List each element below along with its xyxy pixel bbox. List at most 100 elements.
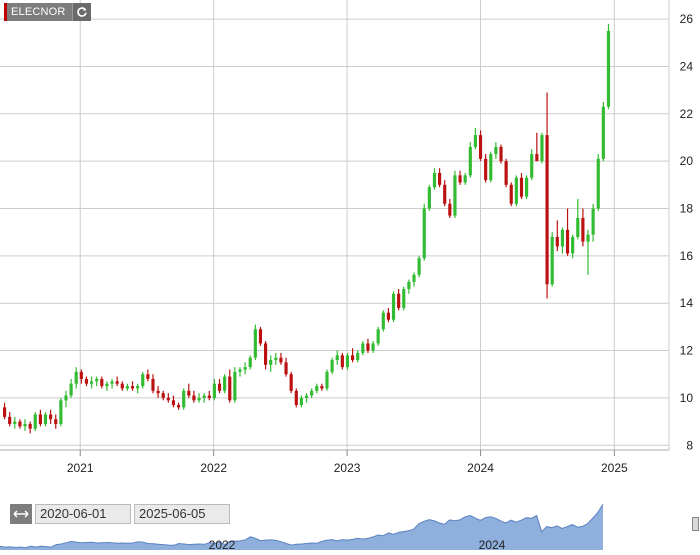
candle-body xyxy=(304,395,309,398)
candle-body xyxy=(371,343,375,351)
date-to-input[interactable]: 2025-06-05 xyxy=(134,504,230,524)
candle xyxy=(243,362,247,375)
candle xyxy=(438,168,442,188)
candle xyxy=(427,184,431,211)
candle xyxy=(2,402,7,420)
candle xyxy=(325,369,329,391)
navigator-area xyxy=(0,504,603,550)
candle xyxy=(591,203,595,242)
candle xyxy=(54,414,58,429)
candle xyxy=(130,381,135,391)
candle xyxy=(171,395,176,408)
candle-body xyxy=(248,357,252,368)
candle xyxy=(136,383,140,394)
candle xyxy=(371,341,375,353)
candle xyxy=(581,208,585,247)
candle xyxy=(263,341,268,370)
candle xyxy=(100,376,104,389)
candle xyxy=(212,378,216,401)
candle xyxy=(161,390,165,401)
candle xyxy=(64,390,68,408)
candle-body xyxy=(238,369,242,372)
candle-body xyxy=(274,357,278,361)
candle xyxy=(192,390,196,403)
candle-body xyxy=(79,371,83,379)
candle-body xyxy=(427,187,431,209)
candle-body xyxy=(386,312,390,320)
date-range-selector: 2020-06-01 2025-06-05 xyxy=(10,504,230,524)
candle xyxy=(509,182,513,207)
candle-body xyxy=(581,217,585,242)
candle-body xyxy=(243,367,247,370)
candle-body xyxy=(484,158,488,181)
candle-body xyxy=(376,329,380,344)
candle-body xyxy=(586,234,590,242)
candle-body xyxy=(448,203,452,216)
candle-body xyxy=(74,371,78,384)
candle-body xyxy=(468,146,472,176)
candle-body xyxy=(407,281,411,290)
date-from-input[interactable]: 2020-06-01 xyxy=(35,504,131,524)
candle xyxy=(8,412,12,427)
candle xyxy=(576,199,580,240)
candle-body xyxy=(340,355,344,368)
candle-body xyxy=(23,423,27,427)
candle-body xyxy=(504,161,508,185)
candle xyxy=(340,352,344,370)
candle-body xyxy=(146,374,150,379)
candle-body xyxy=(253,329,257,358)
candle xyxy=(448,199,452,218)
candle-body xyxy=(8,416,12,424)
candle xyxy=(28,421,32,434)
candle xyxy=(484,154,488,183)
candle xyxy=(156,386,160,398)
candle xyxy=(473,128,478,150)
navigator-scroll-handle[interactable] xyxy=(692,517,699,531)
candle xyxy=(366,338,370,353)
candle-body xyxy=(156,390,160,394)
candle-body xyxy=(601,106,605,159)
candle-body xyxy=(402,289,406,308)
candle-body xyxy=(530,154,534,178)
x-tick-label: 2022 xyxy=(200,461,227,475)
candle-body xyxy=(417,258,421,275)
candle-body xyxy=(391,293,396,320)
y-tick-label: 14 xyxy=(680,296,694,310)
candle-body xyxy=(356,352,360,361)
candle-body xyxy=(197,397,201,401)
navigator-chart[interactable]: 2022 2024 xyxy=(0,498,700,555)
candle xyxy=(182,388,186,410)
candle-body xyxy=(192,395,196,401)
refresh-icon xyxy=(76,7,87,17)
candle-body xyxy=(443,184,447,204)
refresh-button[interactable] xyxy=(71,3,91,21)
candle-body xyxy=(315,386,319,391)
candle xyxy=(606,23,611,110)
candle-body xyxy=(310,390,314,396)
candle-body xyxy=(130,386,135,389)
candle xyxy=(315,383,319,394)
candle-body xyxy=(535,154,539,162)
candle xyxy=(223,374,227,394)
candle-body xyxy=(166,397,170,401)
candle xyxy=(284,357,288,377)
candle xyxy=(89,376,94,389)
candle xyxy=(248,355,252,370)
candle-body xyxy=(463,175,467,183)
candle-body xyxy=(54,419,58,424)
candle-body xyxy=(38,414,42,424)
candle xyxy=(402,286,406,311)
y-tick-label: 20 xyxy=(680,154,694,168)
candle xyxy=(376,326,380,346)
candle-body xyxy=(494,146,498,155)
candle xyxy=(79,369,83,384)
ticker-badge: ELECNOR xyxy=(4,3,91,21)
candle-body xyxy=(171,400,176,406)
candle-body xyxy=(397,293,401,308)
candle xyxy=(279,352,283,365)
x-tick-label: 2023 xyxy=(334,461,361,475)
candle xyxy=(453,170,457,218)
candle-body xyxy=(345,355,350,368)
range-toggle-button[interactable] xyxy=(10,504,32,524)
candle xyxy=(386,307,390,323)
